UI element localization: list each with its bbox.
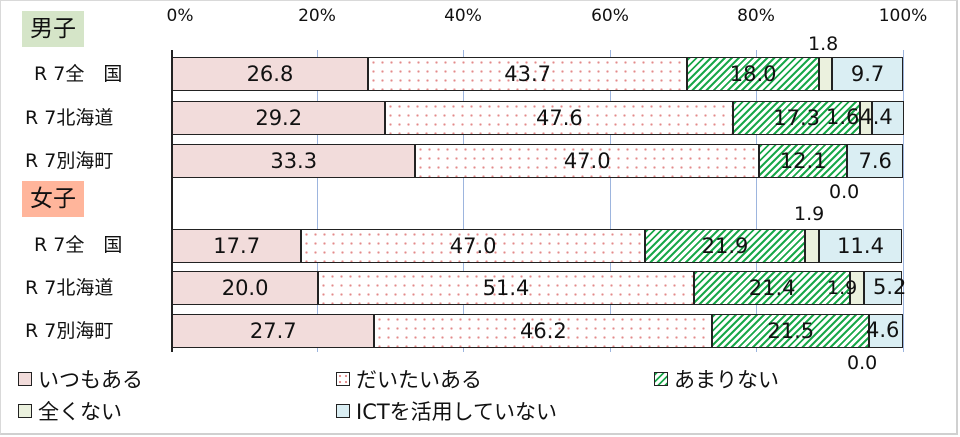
data-label: 0.0 (847, 352, 878, 374)
row-label: R 7別海町 (25, 320, 114, 342)
row-label: R 7全 国 (34, 63, 123, 85)
legend-label: だいたいある (356, 368, 482, 392)
legend-item-no-ict: ICTを活用していない (336, 396, 557, 426)
segment-no-ict: 7.6 (847, 144, 903, 178)
legend-label: ICTを活用していない (356, 400, 558, 424)
stacked-bar: 29.2 47.6 17.3 (172, 101, 904, 135)
segment-never (850, 271, 865, 305)
segment-never (859, 101, 872, 135)
gridline (317, 50, 318, 352)
segment-rarely: 21.4 (693, 271, 851, 305)
data-label: 7.6 (858, 149, 892, 173)
row-label: R 7北海道 (25, 107, 114, 129)
segment-mostly: 43.7 (367, 57, 688, 91)
data-label: 21.4 (748, 276, 796, 300)
group-label-boys: 男子 (22, 11, 84, 47)
stacked-bar: 33.3 47.0 12.1 7.6 (172, 144, 903, 178)
segment-always: 17.7 (172, 229, 302, 263)
x-tick-label: 0% (166, 6, 194, 26)
segment-always: 27.7 (172, 314, 375, 348)
gridline (756, 50, 757, 352)
data-label: 51.4 (482, 276, 530, 300)
data-label: 27.7 (249, 319, 297, 343)
legend-swatch-icon (336, 372, 350, 386)
data-label: 17.3 (773, 106, 820, 130)
group-label-girls: 女子 (22, 181, 84, 217)
data-label: 33.3 (270, 149, 318, 173)
segment-mostly: 47.6 (385, 101, 734, 135)
data-label: 20.0 (221, 276, 269, 300)
data-label: 18.0 (729, 62, 777, 86)
segment-always: 20.0 (172, 271, 319, 305)
data-label: 1.9 (794, 203, 825, 225)
data-label: 12.1 (779, 149, 827, 173)
segment-mostly: 47.0 (415, 144, 759, 178)
data-label: 26.8 (246, 62, 294, 86)
data-label: 0.0 (829, 181, 860, 203)
segment-mostly: 47.0 (301, 229, 645, 263)
segment-always: 26.8 (172, 57, 368, 91)
x-tick-label: 60% (591, 6, 629, 26)
segment-rarely: 17.3 (733, 101, 860, 135)
legend-swatch-icon (18, 404, 32, 418)
data-label: 1.8 (808, 33, 839, 55)
data-label: 4.6 (866, 318, 900, 342)
legend-label: いつもある (38, 368, 143, 392)
legend-item-always: いつもある (18, 364, 143, 394)
segment-never (805, 229, 819, 263)
segment-no-ict (864, 271, 903, 305)
data-label: 47.0 (563, 149, 611, 173)
data-label: 43.7 (504, 62, 551, 86)
segment-mostly: 51.4 (318, 271, 694, 305)
segment-no-ict (871, 101, 904, 135)
data-label: 5.2 (873, 275, 907, 299)
data-label: 9.7 (850, 62, 885, 86)
legend-swatch-icon (654, 372, 668, 386)
segment-rarely: 12.1 (758, 144, 848, 178)
data-label: 47.6 (536, 106, 583, 130)
row-label: R 7北海道 (25, 277, 114, 299)
legend-label: 全くない (38, 400, 122, 424)
x-tick-label: 100% (878, 6, 928, 26)
legend-label: あまりない (674, 368, 779, 392)
legend-item-mostly: だいたいある (336, 364, 482, 394)
segment-never (818, 57, 833, 91)
data-label: 46.2 (519, 319, 567, 343)
stacked-bar: 26.8 43.7 18.0 9.7 (172, 57, 903, 91)
gridline (903, 50, 904, 352)
segment-no-ict: 11.4 (818, 229, 903, 263)
segment-always: 33.3 (172, 144, 416, 178)
data-label: 1.9 (827, 277, 858, 299)
x-tick-label: 40% (444, 6, 482, 26)
segment-always: 29.2 (172, 101, 386, 135)
legend-item-never: 全くない (18, 396, 122, 426)
data-label: 21.5 (767, 319, 815, 343)
stacked-bar: 20.0 51.4 21.4 (172, 271, 903, 305)
data-label: 1.64.4 (826, 105, 893, 129)
segment-rarely: 21.9 (644, 229, 806, 263)
data-label: 29.2 (255, 106, 303, 130)
segment-rarely: 18.0 (687, 57, 819, 91)
y-axis-line (171, 50, 173, 352)
gridline (610, 50, 611, 352)
stacked-bar: 17.7 47.0 21.9 11.4 (172, 229, 903, 263)
segment-no-ict: 9.7 (832, 57, 903, 91)
data-label: 47.0 (449, 234, 497, 258)
legend-item-rarely: あまりない (654, 364, 779, 394)
x-tick-label: 80% (737, 6, 775, 26)
x-tick-label: 20% (298, 6, 336, 26)
stacked-bar: 27.7 46.2 21.5 (172, 314, 903, 348)
legend-swatch-icon (18, 372, 32, 386)
segment-rarely: 21.5 (712, 314, 870, 348)
segment-no-ict (869, 314, 903, 348)
data-label: 17.7 (213, 234, 261, 258)
gridline (463, 50, 464, 352)
segment-mostly: 46.2 (374, 314, 713, 348)
legend-swatch-icon (336, 404, 350, 418)
data-label: 11.4 (837, 234, 884, 258)
data-label: 21.9 (701, 234, 749, 258)
row-label: R 7全 国 (34, 234, 123, 256)
row-label: R 7別海町 (25, 150, 114, 172)
